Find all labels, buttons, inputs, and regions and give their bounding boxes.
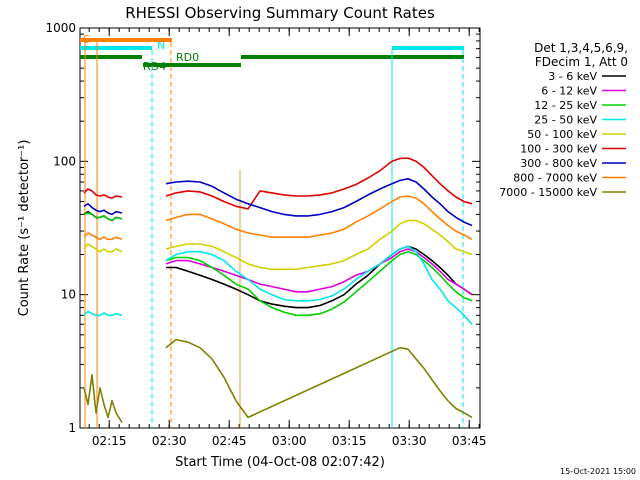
legend-label-12-25-kev: 12 - 25 keV: [534, 99, 597, 112]
series-line-300-800-kev: [83, 178, 473, 227]
x-axis-label: Start Time (04-Oct-08 02:07:42): [175, 455, 385, 470]
x-tick-label: 03:00: [272, 434, 307, 448]
legend-header-line-1: Det 1,3,4,5,6,9,: [534, 41, 628, 55]
y-tick-label: 100: [53, 154, 76, 168]
footer-date: 15-Oct-2021 15:00: [560, 467, 636, 476]
night-flag-bar: [80, 46, 152, 50]
saa-flag-bar: [80, 38, 172, 42]
legend-header-line-2: FDecim 1, Att 0: [535, 55, 628, 69]
legend-label-6-12-kev: 6 - 12 keV: [541, 85, 597, 98]
series-line-7000-15000-kev: [83, 338, 473, 423]
plot-area: 1 10 100 1000 02:15 02:30 02:45 03:00 03:15 03:30…: [45, 21, 626, 448]
decimation-flag-bar: [80, 55, 142, 59]
y-axis-label: Count Rate (s⁻¹ detector⁻¹): [17, 140, 32, 317]
decimation-flag-bar: [143, 63, 241, 67]
series-line-800-7000-kev: [83, 195, 473, 241]
x-tick-label: 02:30: [152, 434, 187, 448]
legend-label-800-7000-kev: 800 - 7000 keV: [513, 172, 597, 185]
y-tick-label: 1000: [45, 21, 76, 35]
night-flag-label: N: [157, 39, 165, 52]
legend-label-3-6-kev: 3 - 6 keV: [548, 70, 597, 83]
series-line-3-6-kev: [83, 210, 473, 309]
series-line-12-25-kev: [83, 212, 473, 317]
decimation-flag-bar: [241, 55, 464, 59]
plot-frame: [79, 27, 481, 429]
legend-label-100-300-kev: 100 - 300 keV: [520, 143, 597, 156]
chart-title: RHESSI Observing Summary Count Rates: [125, 4, 435, 22]
legend-label-300-800-kev: 300 - 800 keV: [520, 157, 597, 170]
x-tick-label: 03:15: [332, 434, 367, 448]
series-line-100-300-kev: [83, 157, 473, 210]
x-tick-label: 03:30: [392, 434, 427, 448]
legend-label-7000-15000-kev: 7000 - 15000 keV: [499, 186, 597, 199]
x-tick-label: 03:45: [452, 434, 487, 448]
y-tick-label: 1: [68, 421, 76, 435]
x-tick-label: 02:15: [92, 434, 127, 448]
y-tick-label: 10: [61, 288, 76, 302]
legend-label-25-50-kev: 25 - 50 keV: [534, 114, 597, 127]
night-flag-bar: [392, 46, 464, 50]
series-line-25-50-kev: [83, 245, 473, 325]
legend-label-50-100-kev: 50 - 100 keV: [527, 128, 597, 141]
x-tick-label: 02:45: [212, 434, 247, 448]
rd0-flag-label: RD0: [176, 51, 199, 64]
series-line-50-100-kev: [83, 219, 473, 271]
